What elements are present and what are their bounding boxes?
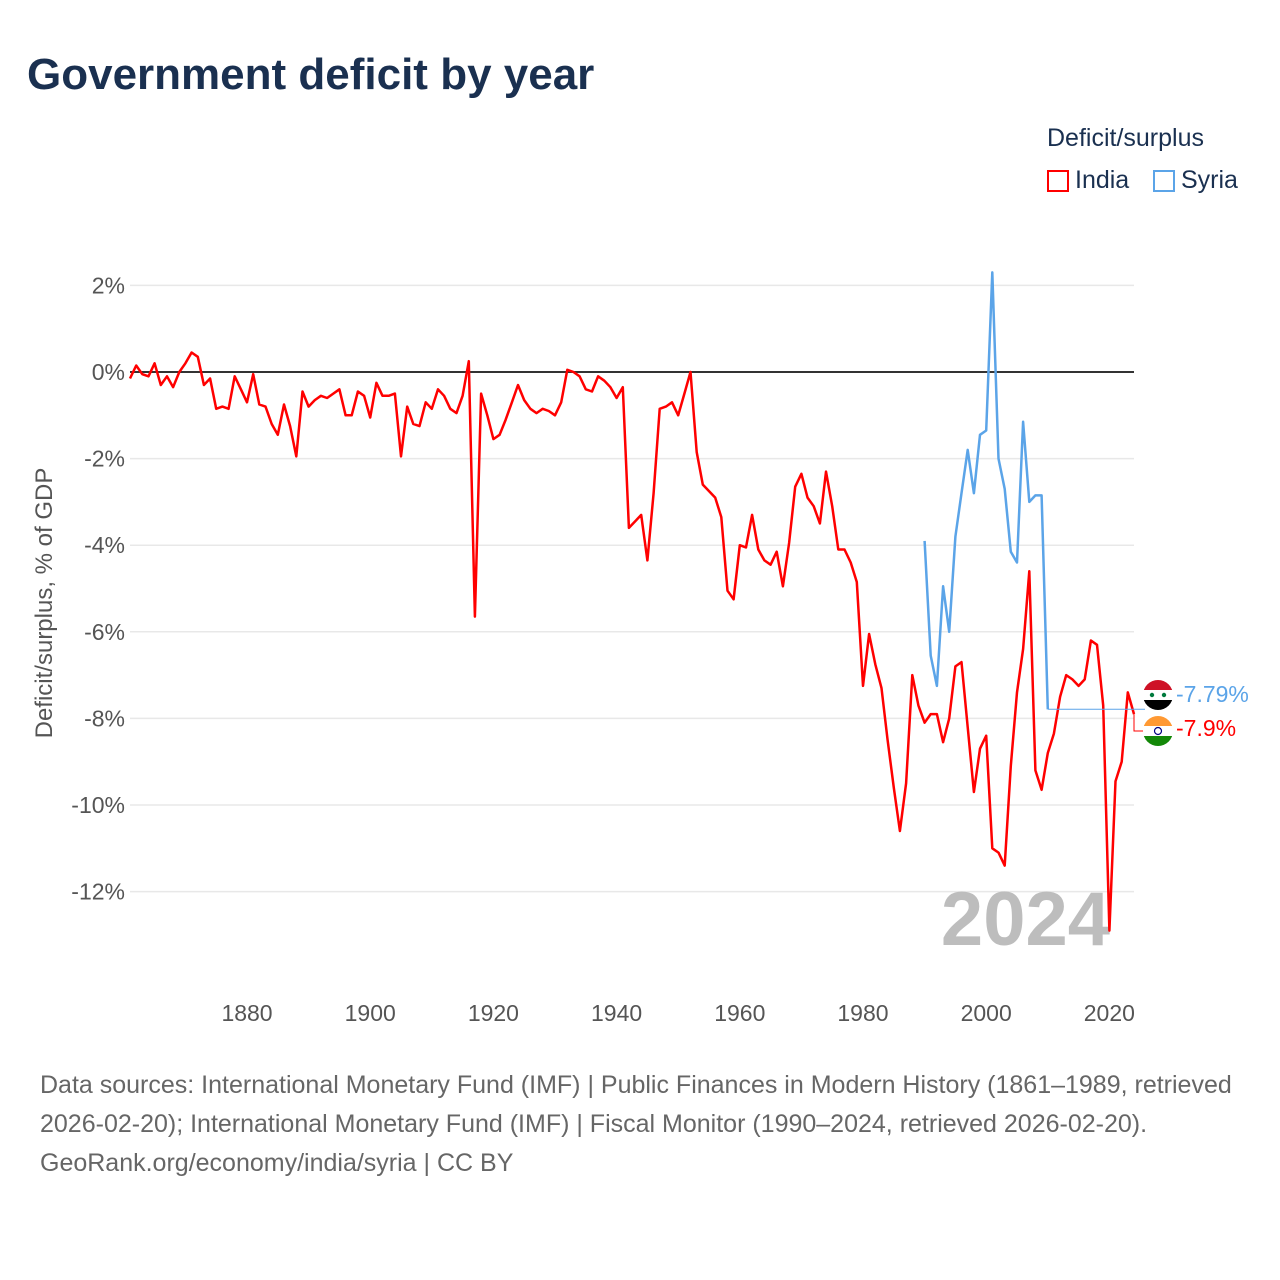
legend-item-syria[interactable]: Syria (1153, 166, 1238, 195)
legend-swatch-syria (1153, 169, 1175, 192)
flag-stripe (1143, 736, 1173, 746)
year-watermark: 2024 (941, 877, 1110, 962)
x-tick-label: 1920 (468, 1000, 519, 1026)
x-tick-label: 1880 (221, 1000, 272, 1026)
flag-chakra (1153, 726, 1163, 736)
series-line-syria (923, 271, 1050, 710)
flag-stripe (1143, 680, 1173, 690)
flag-stripe (1143, 700, 1173, 710)
x-tick-label: 1900 (345, 1000, 396, 1026)
flag-star (1149, 692, 1155, 698)
flag-stripe (1143, 716, 1173, 726)
x-tick-label: 2000 (961, 1000, 1012, 1026)
chart-title: Government deficit by year (27, 50, 595, 99)
syria-flag-body (1143, 680, 1173, 710)
credit-link[interactable]: GeoRank.org/economy/india/syria | CC BY (40, 1149, 514, 1177)
flag-stripe (1143, 726, 1173, 736)
india-flag-body (1143, 716, 1173, 746)
y-axis-label: Deficit/surplus, % of GDP (31, 468, 58, 739)
syria-end-label: -7.79% (1176, 681, 1249, 707)
y-tick-label: -2% (84, 446, 125, 472)
legend-label-india: India (1075, 166, 1130, 194)
syria-flag-icon (1143, 680, 1173, 710)
y-tick-label: 0% (92, 359, 125, 385)
flag-star (1161, 692, 1167, 698)
y-tick-label: -8% (84, 705, 125, 731)
line-chart: 2% 0% -2% -4% -6% -8% -10% -12% 1880 1900 1920 1940… (31, 271, 1249, 1026)
india-end-label: -7.9% (1176, 715, 1236, 741)
india-flag-icon (1143, 716, 1173, 746)
data-sources: Data sources: International Monetary Fun… (40, 1071, 1232, 1138)
x-tick-label: 1960 (714, 1000, 765, 1026)
flag-stripe (1143, 690, 1173, 700)
footer: Data sources: International Monetary Fun… (40, 1066, 1240, 1183)
x-tick-label: 1940 (591, 1000, 642, 1026)
india-end-connector (1133, 714, 1145, 732)
y-tick-label: -6% (84, 619, 125, 645)
legend-label-syria: Syria (1181, 166, 1238, 194)
legend-title: Deficit/surplus (1047, 124, 1204, 152)
legend-swatch-india (1047, 169, 1069, 192)
x-tick-label: 2020 (1084, 1000, 1135, 1026)
y-tick-label: -12% (71, 879, 125, 905)
y-tick-label: -10% (71, 792, 125, 818)
legend-item-india[interactable]: India (1047, 166, 1129, 195)
series-line-india (128, 351, 1136, 932)
y-tick-label: 2% (92, 272, 125, 298)
y-tick-label: -4% (84, 532, 125, 558)
x-tick-label: 1980 (837, 1000, 888, 1026)
